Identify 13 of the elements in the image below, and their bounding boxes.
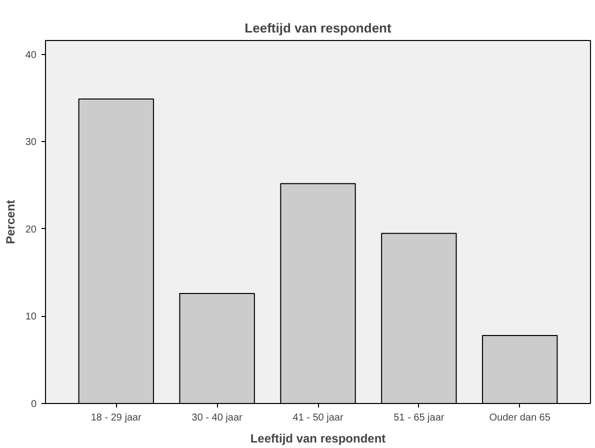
y-axis-title: Percent — [3, 200, 18, 244]
x-tick-label: 51 - 65 jaar — [394, 412, 445, 424]
y-tick-label: 10 — [25, 312, 37, 323]
y-tick-label: 30 — [25, 137, 37, 148]
y-tick-label: 40 — [25, 50, 37, 61]
x-tick-label: 18 - 29 jaar — [90, 412, 142, 424]
x-tick-label: 30 - 40 jaar — [192, 412, 244, 424]
x-tick-label: Ouder dan 65 — [489, 412, 551, 424]
y-tick-label: 0 — [30, 399, 37, 410]
chart-title: Leeftijd van respondent — [244, 20, 392, 36]
y-tick-label: 20 — [25, 224, 37, 236]
x-tick-label: 41 - 50 jaar — [292, 412, 344, 424]
x-axis-title: Leeftijd van respondent — [250, 432, 386, 446]
